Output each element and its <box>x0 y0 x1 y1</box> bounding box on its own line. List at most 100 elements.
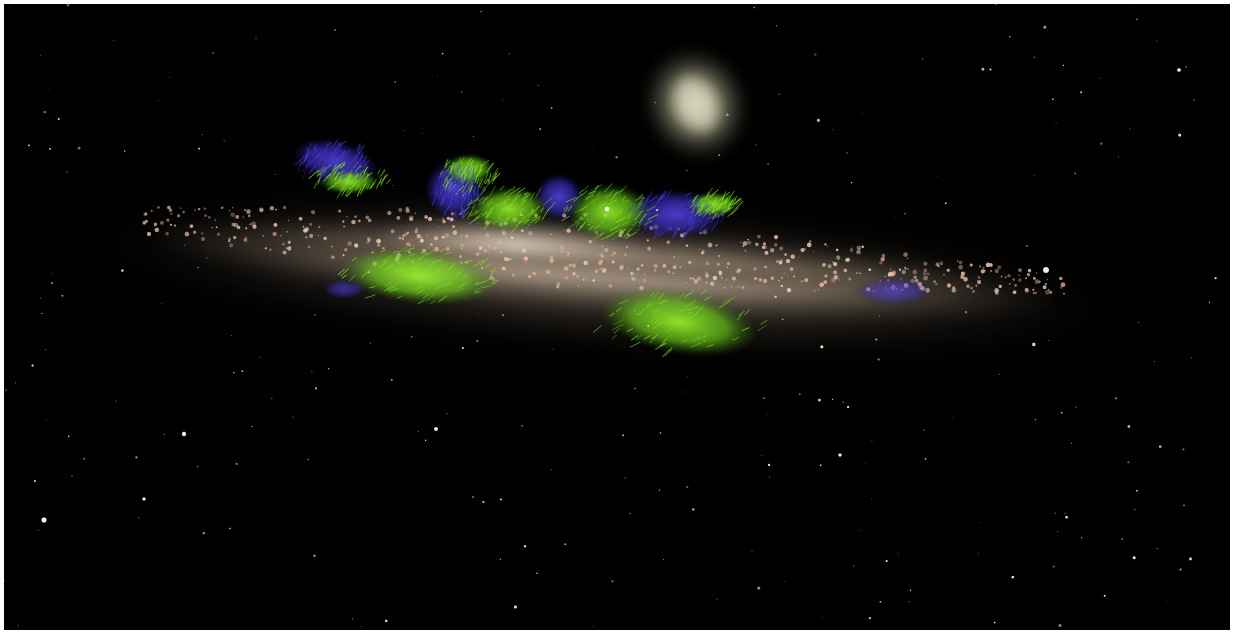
field-line <box>479 257 489 266</box>
field-line <box>361 171 368 178</box>
field-line <box>313 176 321 189</box>
star-cluster <box>647 246 652 251</box>
star <box>311 370 313 372</box>
field-line <box>483 220 492 230</box>
field-line <box>478 178 484 188</box>
field-line <box>731 207 740 216</box>
field-line <box>468 216 479 225</box>
field-line <box>341 187 347 197</box>
field-line <box>355 173 359 179</box>
field-line <box>712 200 717 209</box>
field-line <box>503 199 507 205</box>
star-cluster <box>988 263 993 267</box>
star-cluster <box>601 268 607 273</box>
star <box>868 616 872 620</box>
field-line <box>705 193 715 201</box>
field-line <box>697 229 702 235</box>
field-line <box>734 200 744 210</box>
field-line <box>722 203 730 213</box>
star-cluster <box>747 240 752 245</box>
field-line <box>504 198 511 203</box>
star <box>8 7 10 9</box>
field-line <box>325 141 329 150</box>
field-line <box>638 193 644 199</box>
star-cluster <box>836 255 841 260</box>
field-line <box>472 260 485 267</box>
star-cluster <box>1059 276 1063 281</box>
field-line <box>712 213 718 219</box>
field-line <box>681 339 688 342</box>
star <box>17 625 19 627</box>
field-line <box>661 216 668 221</box>
field-line <box>713 207 721 214</box>
field-line <box>331 147 340 156</box>
field-line <box>322 148 328 154</box>
companion-galaxy <box>642 47 750 161</box>
field-line <box>330 159 333 165</box>
star <box>799 393 801 395</box>
field-line <box>431 198 436 206</box>
star <box>341 426 342 428</box>
star-cluster <box>808 240 812 243</box>
star-cluster <box>522 248 526 253</box>
field-line <box>706 344 714 348</box>
star-cluster <box>550 233 552 236</box>
star-cluster <box>376 238 381 244</box>
field-line <box>700 288 707 296</box>
star-cluster <box>880 257 885 262</box>
star-cluster <box>599 267 602 270</box>
field-line <box>443 172 447 184</box>
star-cluster <box>1044 289 1050 295</box>
field-line <box>429 185 437 197</box>
star-cluster <box>906 268 909 270</box>
field-line <box>320 166 327 173</box>
field-line <box>496 201 506 207</box>
star-cluster <box>859 272 861 275</box>
field-line <box>440 211 447 222</box>
field-line <box>336 176 342 181</box>
field-line <box>446 263 456 272</box>
field-line <box>698 204 705 217</box>
field-line <box>325 172 333 179</box>
field-line <box>567 205 573 212</box>
field-line <box>417 252 428 261</box>
field-line <box>525 193 532 199</box>
star-cluster <box>1025 277 1028 280</box>
star-cluster <box>977 280 982 285</box>
star-cluster <box>849 248 854 252</box>
star <box>592 625 594 627</box>
star <box>43 110 46 114</box>
star <box>1178 133 1182 137</box>
star-cluster <box>568 263 572 267</box>
star-cluster <box>762 242 766 246</box>
field-line <box>337 165 342 171</box>
field-line <box>454 177 463 188</box>
star <box>1214 277 1217 280</box>
star <box>945 600 947 602</box>
field-line <box>638 217 645 228</box>
star-cluster <box>824 274 828 278</box>
field-line <box>305 159 311 168</box>
field-line <box>419 249 426 255</box>
star-cluster <box>387 210 392 216</box>
field-line <box>514 220 524 227</box>
star-cluster <box>685 244 689 247</box>
star-cluster <box>958 260 963 265</box>
star-cluster <box>1046 278 1049 281</box>
star <box>437 219 439 221</box>
field-line <box>578 189 583 195</box>
star-cluster <box>833 275 839 280</box>
field-line <box>356 151 360 158</box>
star <box>394 81 396 83</box>
star <box>163 434 165 436</box>
star <box>57 118 60 120</box>
star-cluster <box>1018 274 1020 277</box>
star-cluster <box>943 274 945 276</box>
star-cluster <box>712 275 718 281</box>
field-line <box>563 204 569 210</box>
star-cluster <box>845 258 849 262</box>
field-line <box>479 179 486 189</box>
field-line <box>682 304 689 307</box>
field-line <box>680 232 688 242</box>
star <box>998 373 1000 375</box>
